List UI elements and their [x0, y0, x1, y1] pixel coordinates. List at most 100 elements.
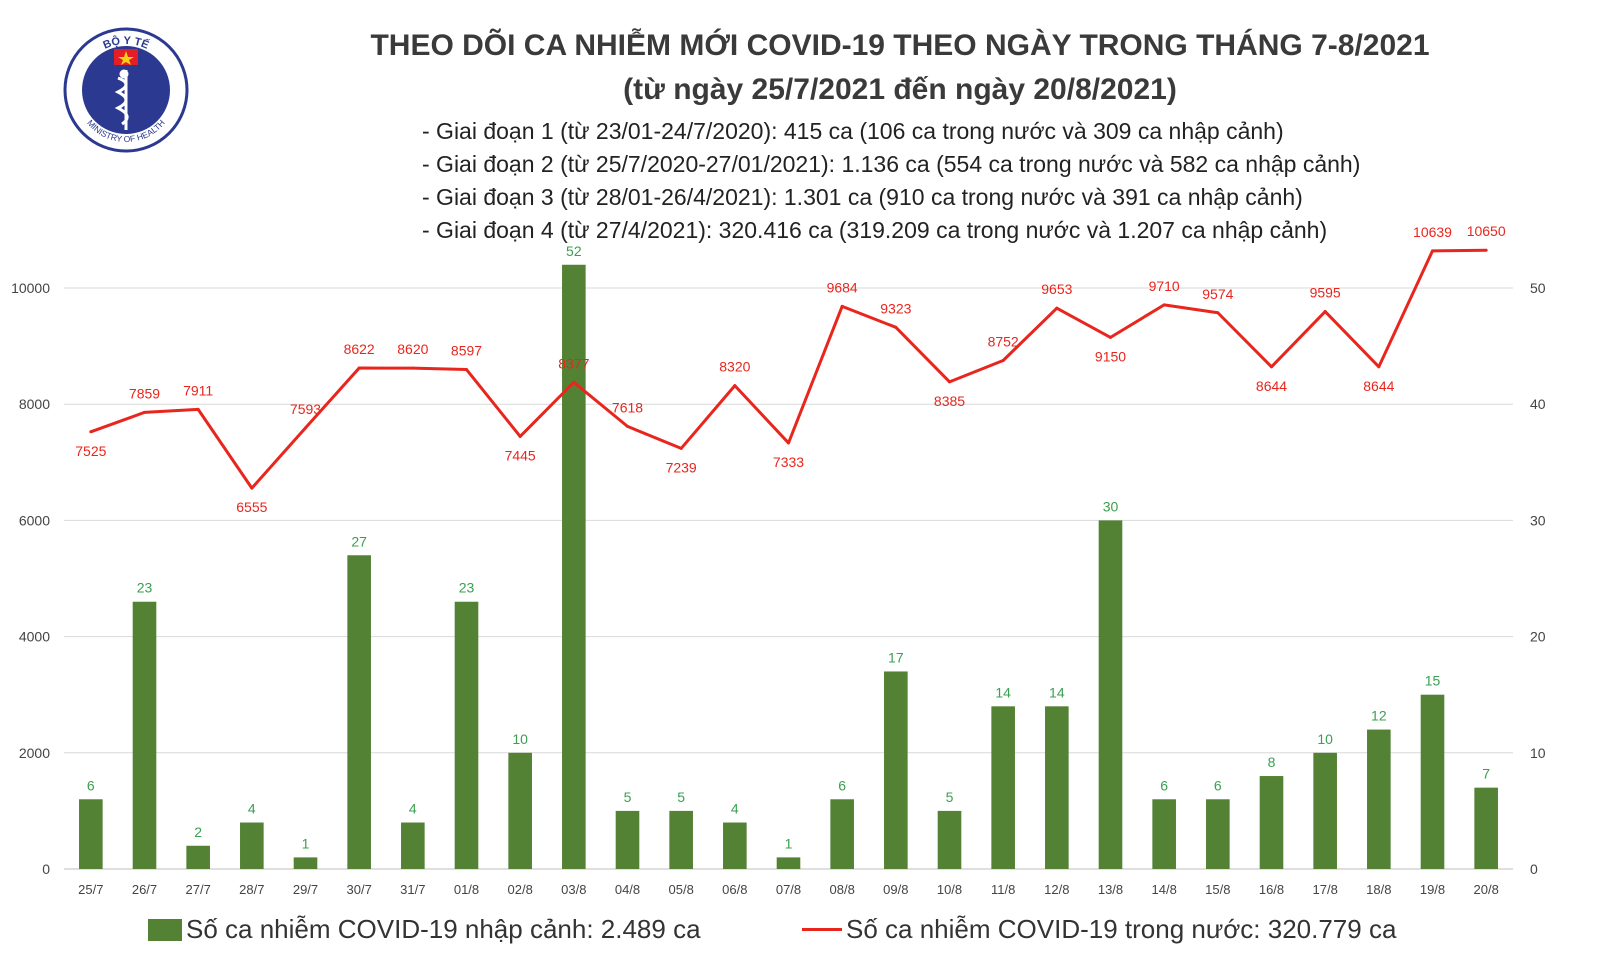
- line-data-label: 7593: [290, 401, 321, 417]
- bar-data-label: 6: [87, 777, 95, 793]
- legend-line-swatch: [802, 928, 842, 931]
- line-point: [196, 407, 200, 411]
- bar-data-label: 4: [731, 801, 739, 817]
- bar-data-label: 7: [1482, 766, 1490, 782]
- line-data-label: 7618: [612, 399, 643, 415]
- line-series: [90, 248, 1487, 490]
- x-tick-label: 14/8: [1152, 882, 1177, 897]
- line-data-label: 8622: [344, 341, 375, 357]
- bar: [240, 822, 264, 869]
- line-data-label: 8620: [397, 341, 428, 357]
- line-point: [465, 368, 468, 372]
- line-data-label: 9653: [1041, 281, 1072, 297]
- x-tick-label: 31/7: [400, 882, 425, 897]
- line-point: [894, 325, 898, 329]
- bar-data-label: 14: [1049, 684, 1065, 700]
- line-point: [518, 434, 522, 438]
- line-data-label: 6555: [236, 499, 267, 515]
- caduceus-icon: [114, 69, 129, 130]
- bar: [723, 822, 747, 869]
- line-data-label: 7911: [183, 382, 213, 398]
- x-tick-label: 12/8: [1044, 882, 1069, 897]
- line-point: [1323, 310, 1327, 314]
- bar: [991, 706, 1015, 869]
- phase-1-text: - Giai đoạn 1 (từ 23/01-24/7/2020): 415 …: [422, 118, 1284, 144]
- line-data-label: 9574: [1202, 286, 1233, 302]
- bar: [1045, 706, 1069, 869]
- y-left-tick-label: 10000: [11, 280, 50, 296]
- x-tick-label: 18/8: [1366, 882, 1391, 897]
- bar-data-label: 14: [995, 684, 1011, 700]
- bar-data-label: 5: [624, 789, 632, 805]
- x-tick-label: 06/8: [722, 882, 747, 897]
- bar: [186, 845, 210, 869]
- y-right-tick-label: 30: [1530, 512, 1546, 528]
- bar: [776, 857, 801, 869]
- legend-line-label: Số ca nhiễm COVID-19 trong nước: 320.779…: [846, 914, 1397, 944]
- y-left-tick-label: 2000: [19, 745, 50, 761]
- line-point: [1162, 303, 1166, 307]
- x-tick-label: 11/8: [991, 882, 1015, 897]
- line-data-label: 8597: [451, 343, 482, 359]
- bar: [1313, 752, 1337, 869]
- bar: [1098, 520, 1123, 869]
- bar: [454, 601, 479, 869]
- bar: [79, 799, 103, 869]
- line-data-label: 10639: [1413, 224, 1452, 240]
- bar-data-label: 52: [566, 243, 582, 259]
- bar: [937, 810, 962, 869]
- bar-data-label: 2: [194, 824, 202, 840]
- ministry-of-health-logo: BỘ Y TẾ MINISTRY OF HEALTH: [63, 27, 189, 153]
- line-point: [357, 366, 361, 370]
- x-tick-label: 07/8: [776, 882, 801, 897]
- bar: [508, 752, 532, 869]
- phase-2-text: - Giai đoạn 2 (từ 25/7/2020-27/01/2021):…: [422, 151, 1361, 177]
- bar: [347, 555, 371, 869]
- x-tick-label: 05/8: [669, 882, 694, 897]
- bar-data-label: 17: [888, 649, 904, 665]
- line-point: [1055, 306, 1059, 310]
- bar-data-label: 30: [1103, 498, 1119, 514]
- legend-line: Số ca nhiễm COVID-19 trong nước: 320.779…: [802, 914, 1396, 945]
- line-point: [840, 304, 844, 308]
- bar-data-label: 27: [351, 533, 367, 549]
- logo-top-text: BỘ Y TẾ: [101, 34, 150, 51]
- bar: [132, 601, 157, 869]
- bar: [1259, 776, 1284, 869]
- bar-data-label: 10: [512, 731, 528, 747]
- line-point: [1431, 249, 1434, 253]
- bar: [615, 810, 640, 869]
- y-right-tick-label: 0: [1530, 861, 1538, 877]
- line-point: [250, 486, 254, 490]
- line-data-label: 8644: [1256, 378, 1287, 394]
- bar: [1420, 694, 1445, 869]
- line-point: [948, 380, 951, 384]
- bar: [1206, 799, 1230, 869]
- line-point: [626, 424, 629, 428]
- bar: [884, 671, 908, 869]
- line-point: [1377, 365, 1381, 369]
- line-data-label: 9710: [1149, 278, 1180, 294]
- x-tick-label: 16/8: [1259, 882, 1284, 897]
- line-point: [1001, 359, 1005, 363]
- bar: [562, 264, 586, 869]
- bar: [1474, 787, 1498, 869]
- bar-data-label: 15: [1425, 673, 1441, 689]
- bar-data-label: 10: [1317, 731, 1333, 747]
- line-data-label: 7859: [129, 385, 160, 401]
- line-data-label: 9323: [880, 300, 911, 316]
- y-right-tick-label: 20: [1530, 629, 1546, 645]
- x-tick-label: 26/7: [132, 882, 157, 897]
- x-tick-label: 04/8: [615, 882, 640, 897]
- y-right-tick-label: 50: [1530, 280, 1546, 296]
- bar-data-label: 23: [137, 580, 153, 596]
- line-data-label: 9684: [827, 279, 858, 295]
- line-point: [89, 430, 93, 434]
- bar-data-label: 5: [677, 789, 685, 805]
- x-tick-label: 15/8: [1205, 882, 1230, 897]
- line-data-label: 7525: [75, 443, 106, 459]
- x-tick-label: 29/7: [293, 882, 318, 897]
- chart-subtitle: (từ ngày 25/7/2021 đến ngày 20/8/2021): [623, 73, 1177, 106]
- x-tick-label: 10/8: [937, 882, 962, 897]
